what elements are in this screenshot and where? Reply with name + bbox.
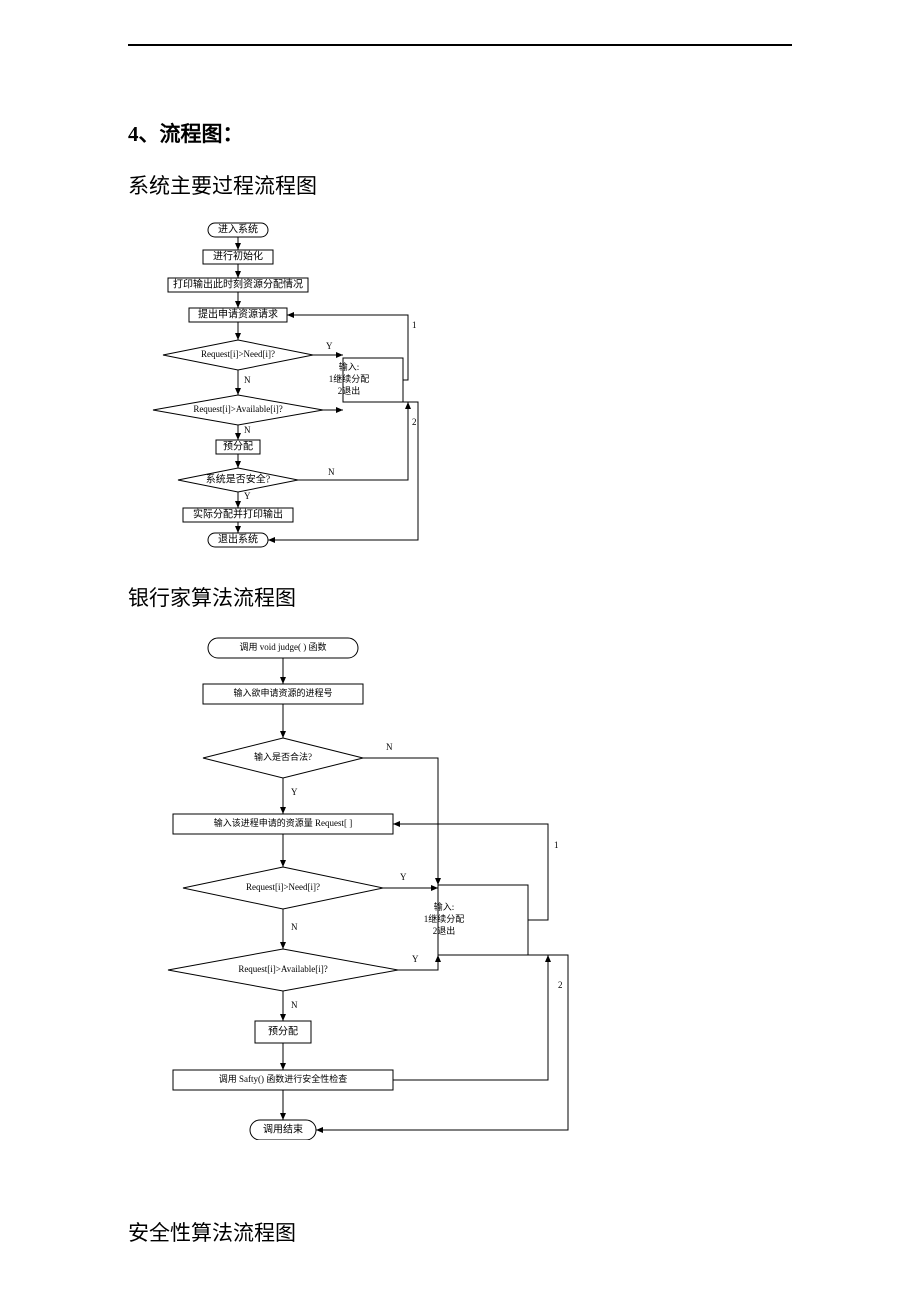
flow-node: Request[i]>Available[i]? [168, 949, 398, 991]
flow-node: Request[i]>Available[i]? [153, 395, 323, 425]
flow-node: 提出申请资源请求 [189, 307, 287, 322]
svg-text:提出申请资源请求: 提出申请资源请求 [198, 307, 278, 320]
svg-text:Y: Y [326, 341, 333, 351]
svg-text:输入:: 输入: [339, 361, 360, 372]
svg-text:输入欲申请资源的进程号: 输入欲申请资源的进程号 [233, 687, 332, 698]
flow-node: 输入欲申请资源的进程号 [203, 684, 363, 704]
svg-text:预分配: 预分配 [268, 1025, 298, 1037]
svg-text:2退出: 2退出 [433, 925, 456, 936]
svg-text:1继续分配: 1继续分配 [424, 913, 465, 924]
svg-text:2: 2 [412, 417, 417, 427]
svg-text:Request[i]>Available[i]?: Request[i]>Available[i]? [193, 404, 282, 414]
svg-text:退出系统: 退出系统 [218, 532, 258, 545]
svg-text:Request[i]>Need[i]?: Request[i]>Need[i]? [201, 349, 275, 359]
svg-text:N: N [291, 922, 298, 932]
svg-text:系统是否安全?: 系统是否安全? [206, 472, 271, 485]
svg-text:Y: Y [244, 491, 251, 501]
svg-text:输入该进程申请的资源量 Request[ ]: 输入该进程申请的资源量 Request[ ] [214, 817, 353, 828]
heading-flowchart-2: 银行家算法流程图 [128, 582, 296, 612]
svg-text:实际分配并打印输出: 实际分配并打印输出 [193, 507, 283, 520]
svg-text:N: N [386, 742, 393, 752]
svg-text:预分配: 预分配 [223, 440, 253, 452]
svg-text:输入:: 输入: [434, 901, 455, 912]
svg-text:调用 void judge( ) 函数: 调用 void judge( ) 函数 [240, 641, 327, 652]
top-rule [128, 44, 792, 46]
svg-text:N: N [328, 467, 335, 477]
svg-text:调用 Safty() 函数进行安全性检查: 调用 Safty() 函数进行安全性检查 [219, 1073, 348, 1084]
heading-flowchart-1: 系统主要过程流程图 [128, 170, 317, 200]
flow-node: 预分配 [216, 440, 260, 454]
svg-text:Y: Y [412, 954, 419, 964]
flowchart-system: 进入系统进行初始化打印输出此时刻资源分配情况提出申请资源请求 Request[i]… [128, 215, 428, 555]
svg-text:进行初始化: 进行初始化 [213, 249, 263, 262]
heading-section: 4、流程图： [128, 118, 244, 148]
flow-node: 进入系统 [208, 222, 268, 237]
flow-node: 打印输出此时刻资源分配情况 [168, 277, 308, 292]
svg-text:1: 1 [412, 320, 417, 330]
svg-text:调用结束: 调用结束 [263, 1122, 303, 1135]
svg-text:Request[i]>Need[i]?: Request[i]>Need[i]? [246, 882, 320, 892]
svg-text:输入是否合法?: 输入是否合法? [254, 751, 312, 762]
flow-node: 输入:1继续分配2退出 [329, 358, 403, 402]
svg-text:Y: Y [400, 872, 407, 882]
flow-node: 输入该进程申请的资源量 Request[ ] [173, 814, 393, 834]
flowchart-banker: 调用 void judge( ) 函数输入欲申请资源的进程号输入是否合法? 输入该… [128, 630, 598, 1140]
svg-text:N: N [291, 1000, 298, 1010]
flow-node: 预分配 [255, 1021, 311, 1043]
flow-node: Request[i]>Need[i]? [163, 340, 313, 370]
svg-text:Y: Y [291, 787, 298, 797]
flow-node: 退出系统 [208, 532, 268, 547]
svg-text:打印输出此时刻资源分配情况: 打印输出此时刻资源分配情况 [173, 277, 303, 290]
flow-node: 输入是否合法? [203, 738, 363, 778]
flow-node: 输入:1继续分配2退出 [424, 885, 528, 955]
svg-text:1: 1 [554, 840, 559, 850]
heading-flowchart-3: 安全性算法流程图 [128, 1217, 296, 1247]
page: 4、流程图： 系统主要过程流程图 银行家算法流程图 安全性算法流程图 进入系统进… [0, 0, 920, 1302]
svg-text:2: 2 [558, 980, 563, 990]
flow-node: Request[i]>Need[i]? [183, 867, 383, 909]
flow-node: 进行初始化 [203, 249, 273, 264]
svg-text:1继续分配: 1继续分配 [329, 373, 370, 384]
svg-text:进入系统: 进入系统 [218, 222, 258, 235]
svg-text:Request[i]>Available[i]?: Request[i]>Available[i]? [238, 964, 327, 974]
flow-node: 实际分配并打印输出 [183, 507, 293, 522]
flow-node: 调用 Safty() 函数进行安全性检查 [173, 1070, 393, 1090]
svg-text:N: N [244, 375, 251, 385]
flow-node: 系统是否安全? [178, 468, 298, 492]
svg-text:2退出: 2退出 [338, 385, 361, 396]
svg-text:N: N [244, 425, 251, 435]
flow-node: 调用结束 [250, 1120, 316, 1140]
flow-node: 调用 void judge( ) 函数 [208, 638, 358, 658]
